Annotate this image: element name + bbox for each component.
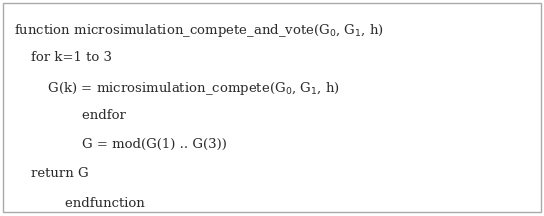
Text: endfunction: endfunction <box>14 197 144 210</box>
Text: G(k) = microsimulation_compete(G$_0$, G$_1$, h): G(k) = microsimulation_compete(G$_0$, G$… <box>14 80 339 97</box>
FancyBboxPatch shape <box>3 3 541 212</box>
Text: endfor: endfor <box>14 109 126 122</box>
Text: G = mod(G(1) .. G(3)): G = mod(G(1) .. G(3)) <box>14 138 226 151</box>
Text: function microsimulation_compete_and_vote(G$_0$, G$_1$, h): function microsimulation_compete_and_vot… <box>14 22 384 39</box>
Text: for k=1 to 3: for k=1 to 3 <box>14 51 112 64</box>
Text: return G: return G <box>14 167 88 180</box>
